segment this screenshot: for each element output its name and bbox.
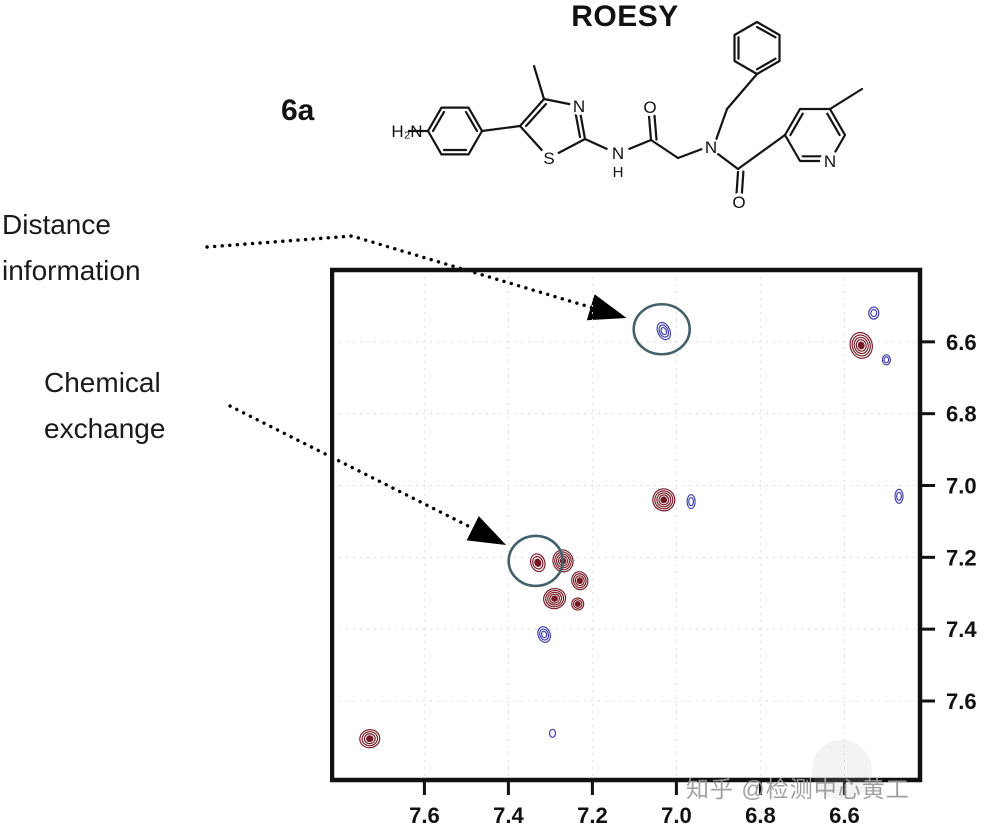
figure-title: ROESY xyxy=(571,0,679,33)
y-axis-tick-label: 6.8 xyxy=(946,402,977,427)
amide-n-label: N xyxy=(612,144,624,163)
thiazole-n-label: N xyxy=(573,97,585,116)
thiazole-ring xyxy=(518,97,587,160)
y-axis-tick-label: 6.6 xyxy=(946,330,977,355)
nmr-peak-red xyxy=(571,597,585,611)
nmr-peak-red xyxy=(849,331,873,359)
nmr-peak-blue xyxy=(656,321,672,341)
x-axis-tick-label: 7.4 xyxy=(493,803,524,828)
x-axis-tick-label: 7.2 xyxy=(577,803,608,828)
annotation-distance-information: Distance information xyxy=(2,209,141,286)
circle-chemical-exchange xyxy=(507,534,564,588)
carbonyl-o2-label: O xyxy=(732,193,745,212)
nmr-peak-red xyxy=(652,488,676,512)
nmr-peak-red xyxy=(543,587,567,610)
watermark-logo xyxy=(812,740,872,800)
nmr-peak-blue xyxy=(537,626,551,643)
annotation-chemical-exchange: Chemical exchange xyxy=(44,367,166,444)
amine-label: H₂N xyxy=(391,122,422,141)
central-n-label: N xyxy=(705,138,717,157)
nmr-peak-blue xyxy=(894,488,904,504)
nmr-peak-blue xyxy=(686,494,696,510)
x-axis-tick-label: 6.8 xyxy=(745,803,776,828)
x-axis-tick-label: 7.6 xyxy=(409,803,440,828)
benzyl-ring xyxy=(733,20,781,76)
nmr-peak-red xyxy=(571,571,589,591)
nmr-peak-blue xyxy=(548,728,557,738)
watermark: 知乎 @检测中心黄工 xyxy=(686,776,910,802)
amide-h-label: H xyxy=(613,164,624,181)
y-axis-tick-label: 7.4 xyxy=(946,617,977,642)
pyridine-ring xyxy=(783,107,847,163)
roesy-spectrum: 7.6 7.4 7.2 7.0 6.8 6.6 6.6 6.8 7.0 7.2 7.4 7.6 xyxy=(330,267,977,828)
phenyl-ring xyxy=(426,106,484,156)
molecule-structure: H₂N N S N H O N O N xyxy=(391,20,864,212)
pyridine-n-label: N xyxy=(824,152,836,171)
nmr-peak-red xyxy=(529,553,546,573)
y-axis-tick-label: 7.6 xyxy=(946,689,977,714)
nmr-peak-blue xyxy=(881,354,891,366)
x-axis-tick-label: 6.6 xyxy=(829,803,860,828)
y-axis-tick-label: 7.2 xyxy=(946,545,977,570)
spectrum-border xyxy=(330,267,923,783)
x-axis-tick-label: 7.0 xyxy=(661,803,692,828)
nmr-peak-blue xyxy=(868,306,880,320)
compound-label: 6a xyxy=(281,94,315,127)
thiazole-s-label: S xyxy=(543,149,554,168)
y-axis-tick-label: 7.0 xyxy=(946,473,977,498)
nmr-peak-red xyxy=(359,729,381,749)
circle-distance-information xyxy=(632,302,692,356)
carbonyl-o1-label: O xyxy=(643,98,656,117)
